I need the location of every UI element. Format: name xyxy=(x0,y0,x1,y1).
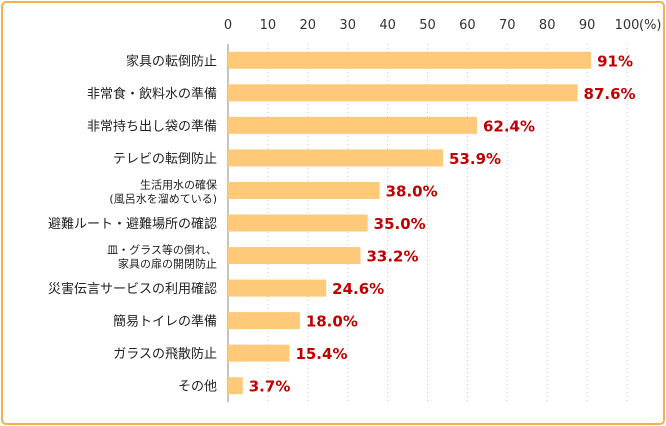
value-label: 3.7% xyxy=(249,378,291,396)
bar xyxy=(228,51,592,69)
x-tick-label: 50 xyxy=(419,18,436,33)
category-label: 簡易トイレの準備 xyxy=(113,314,217,330)
x-tick-label: 30 xyxy=(339,18,356,33)
bar xyxy=(228,181,380,199)
category-label: 家具の扉の開閉防止 xyxy=(118,257,217,271)
value-label: 15.4% xyxy=(295,345,347,363)
x-tick-label: 70 xyxy=(499,18,516,33)
category-label: 生活用水の確保 xyxy=(140,177,217,191)
value-label: 18.0% xyxy=(306,313,358,331)
category-label: 災害伝言サービスの利用確認 xyxy=(48,281,217,297)
category-label: 皿・グラス等の倒れ、 xyxy=(107,243,217,257)
bar xyxy=(228,214,368,232)
bar xyxy=(228,84,578,102)
value-label: 35.0% xyxy=(374,215,426,233)
category-label: 非常持ち出し袋の準備 xyxy=(87,118,217,134)
bar xyxy=(228,116,477,134)
category-label: 非常食・飲料水の準備 xyxy=(87,86,217,102)
bar xyxy=(228,377,243,395)
value-label: 53.9% xyxy=(449,150,501,168)
value-label: 33.2% xyxy=(366,248,418,266)
bar xyxy=(228,149,444,167)
x-tick-label: 0 xyxy=(224,18,232,33)
x-tick-label: 10 xyxy=(260,18,277,33)
category-label: 避難ルート・避難場所の確認 xyxy=(48,216,217,232)
value-label: 87.6% xyxy=(584,85,636,103)
category-label: (風呂水を溜めている) xyxy=(109,191,217,205)
x-tick-label: 90 xyxy=(579,18,596,33)
category-label: テレビの転倒防止 xyxy=(113,151,217,167)
x-tick-label: 20 xyxy=(300,18,317,33)
category-label: 家具の転倒防止 xyxy=(126,53,217,69)
x-tick-label: 100 xyxy=(615,18,640,33)
x-tick-label: 40 xyxy=(379,18,396,33)
bar xyxy=(228,312,300,330)
bar xyxy=(228,279,327,297)
value-label: 91% xyxy=(597,52,633,70)
x-tick-label: 60 xyxy=(459,18,476,33)
value-label: 24.6% xyxy=(332,280,384,298)
value-label: 38.0% xyxy=(386,182,438,200)
unit-label: (%) xyxy=(639,18,662,33)
bar xyxy=(228,344,290,362)
category-label: その他 xyxy=(178,380,217,395)
category-label: ガラスの飛散防止 xyxy=(113,346,217,362)
x-tick-label: 80 xyxy=(539,18,556,33)
value-label: 62.4% xyxy=(483,117,535,135)
bar xyxy=(228,247,361,265)
